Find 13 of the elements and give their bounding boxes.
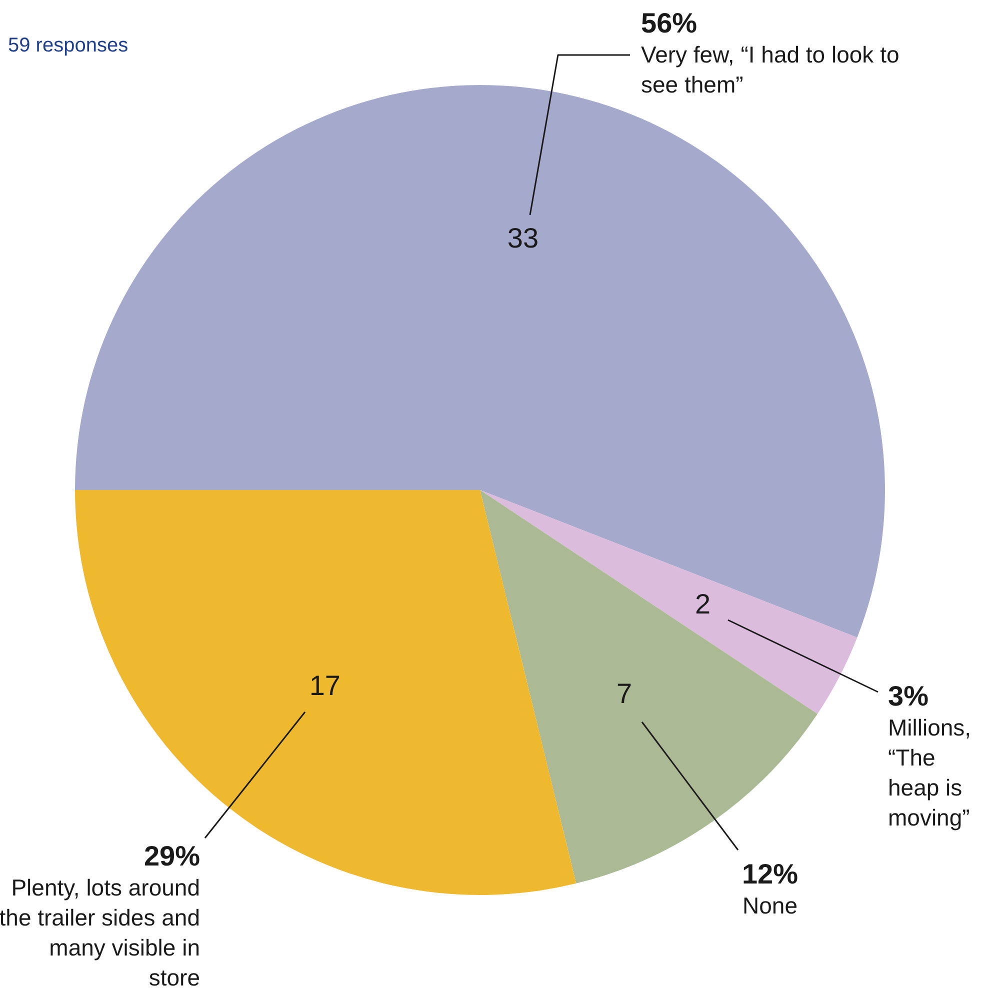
text: 29% xyxy=(144,840,200,872)
data-label: 17 xyxy=(309,670,341,702)
slice-label: None xyxy=(742,892,798,918)
data-label: 7 xyxy=(616,678,632,710)
text: 12% xyxy=(742,858,798,890)
slice-label: Plenty, lots around the trailer sides and many visible in store xyxy=(0,874,200,990)
slice-label: Very few, “I had to look to see them” xyxy=(641,41,900,98)
chart-subtitle: 59 responses xyxy=(8,34,128,57)
data-label: 33 xyxy=(507,222,539,254)
data-label: 2 xyxy=(695,588,711,620)
slice-label: Millions, “The heap is moving” xyxy=(888,714,972,830)
text: 3% xyxy=(888,680,929,712)
text: 56% xyxy=(641,8,698,39)
